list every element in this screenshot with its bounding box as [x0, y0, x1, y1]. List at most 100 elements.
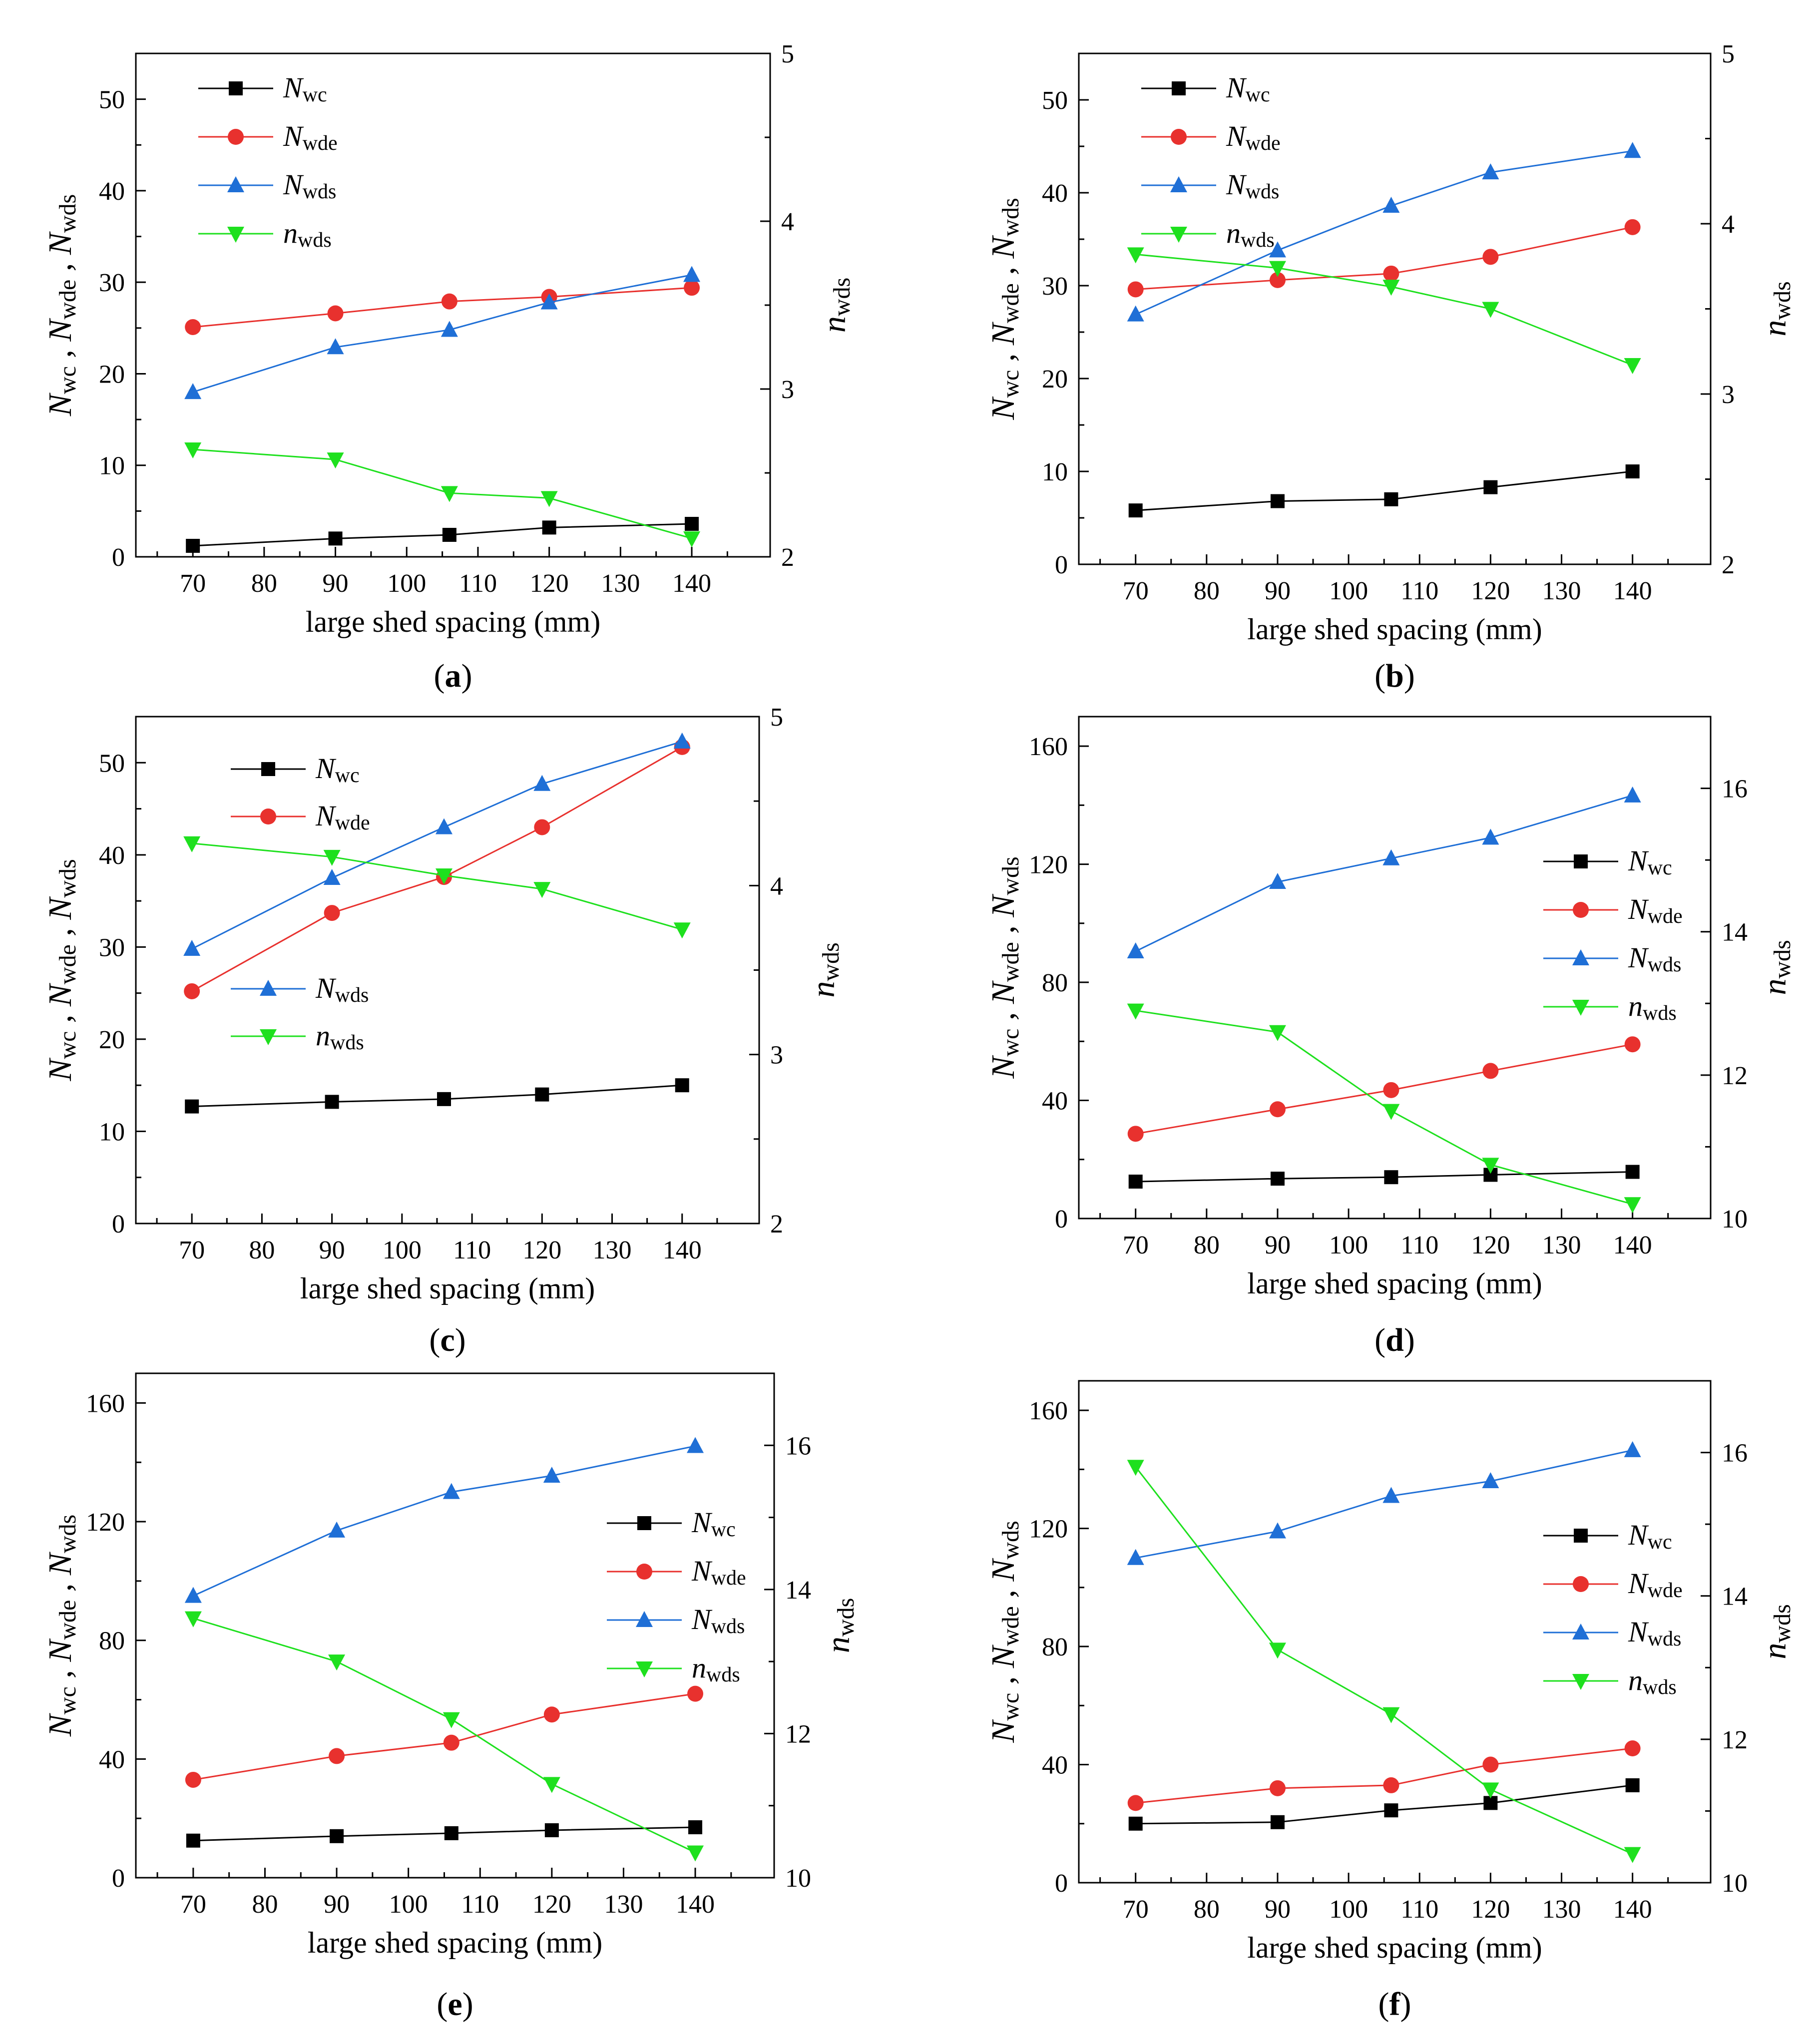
- x-tick-label: 90: [324, 1890, 350, 1919]
- series-line-nwc: [1135, 1784, 1633, 1825]
- y-right-tick-label: 5: [770, 703, 783, 732]
- y-left-axis-label: Nwc , Nwde , Nwds: [42, 859, 81, 1081]
- data-point-nwc: [544, 1823, 559, 1837]
- y-right-tick-label: 5: [1722, 40, 1735, 68]
- y-left-tick-label: 30: [1042, 272, 1068, 301]
- y-right-tick-label: 4: [781, 208, 794, 236]
- series-line-nwc: [192, 1084, 682, 1108]
- legend-label-nwds_ratio: nwds: [1226, 217, 1275, 252]
- data-point-nwds_ratio: [441, 486, 458, 502]
- data-point-nwds_ratio: [327, 452, 344, 469]
- data-point-nwds: [443, 1483, 460, 1499]
- legend-label-nwde: Nwde: [315, 800, 370, 834]
- legend-label-nwc: Nwc: [1226, 71, 1270, 106]
- legend-label-nwc: Nwc: [1628, 1519, 1672, 1554]
- series-nwc: [1128, 464, 1640, 518]
- y-left-tick-label: 120: [1029, 1515, 1068, 1544]
- y-right-tick-label: 14: [1722, 918, 1748, 947]
- x-tick-label: 70: [180, 569, 206, 598]
- y-left-tick-label: 40: [99, 177, 125, 206]
- y-right-tick-label: 12: [785, 1720, 811, 1748]
- series-nwds_ratio: [1127, 247, 1641, 375]
- data-point-nwds: [1482, 163, 1499, 180]
- data-point-nwds: [1382, 1487, 1400, 1503]
- data-point-nwds_ratio: [1269, 1025, 1286, 1041]
- data-point-nwds_ratio: [1382, 1707, 1400, 1723]
- data-point-nwds_ratio: [184, 442, 202, 458]
- legend-marker-nwde: [1171, 129, 1187, 145]
- legend-item-nwds_ratio: nwds: [607, 1651, 740, 1686]
- data-point-nwde: [1383, 1777, 1399, 1793]
- x-tick-label: 70: [1123, 1231, 1149, 1259]
- y-right-tick-label: 4: [770, 872, 783, 900]
- legend-marker-nwde: [228, 129, 244, 145]
- legend-label-nwds: Nwds: [691, 1603, 745, 1638]
- legend-label-nwds: Nwds: [283, 168, 336, 203]
- legend-marker-nwds_ratio: [636, 1661, 653, 1677]
- x-tick-label: 70: [180, 1890, 206, 1919]
- x-tick-label: 130: [604, 1890, 643, 1919]
- legend-marker-nwc: [1172, 81, 1186, 95]
- data-point-nwde: [329, 1748, 345, 1764]
- legend-item-nwde: Nwde: [607, 1555, 746, 1590]
- data-point-nwds_ratio: [1624, 358, 1641, 375]
- legend-item-nwde: Nwde: [231, 800, 370, 834]
- y-right-tick-label: 10: [1722, 1869, 1748, 1898]
- data-point-nwde: [687, 1685, 704, 1702]
- y-left-tick-label: 20: [99, 1026, 125, 1054]
- y-right-tick-label: 5: [781, 40, 794, 68]
- x-tick-label: 110: [461, 1890, 499, 1919]
- legend-marker-nwde: [260, 809, 276, 824]
- series-nwc: [186, 1820, 703, 1848]
- x-tick-label: 100: [383, 1236, 422, 1264]
- x-axis-label: large shed spacing (mm): [1247, 1931, 1542, 1964]
- data-point-nwde: [1482, 1063, 1499, 1079]
- data-point-nwc: [1384, 1803, 1398, 1818]
- legend-label-nwds_ratio: nwds: [283, 217, 332, 252]
- data-point-nwc: [542, 520, 556, 535]
- plot-frame: [1078, 716, 1712, 1220]
- legend-item-nwde: Nwde: [1543, 1567, 1683, 1602]
- legend-label-nwc: Nwc: [1628, 844, 1672, 879]
- series-nwc: [1128, 1778, 1640, 1831]
- data-point-nwds_ratio: [1482, 302, 1499, 318]
- x-tick-label: 110: [1400, 1895, 1438, 1924]
- legend-label-nwc: Nwc: [315, 752, 360, 787]
- x-axis-label: large shed spacing (mm): [300, 1272, 595, 1305]
- y-right-tick-label: 14: [1722, 1583, 1748, 1611]
- x-tick-label: 140: [1613, 1231, 1652, 1259]
- legend-item-nwds: Nwds: [231, 972, 369, 1007]
- legend-item-nwds: Nwds: [198, 168, 336, 203]
- series-nwds: [1127, 142, 1641, 322]
- data-point-nwds: [1382, 849, 1400, 865]
- x-tick-label: 100: [387, 569, 426, 598]
- legend-marker-nwds_ratio: [1572, 1674, 1589, 1690]
- y-left-tick-label: 40: [99, 1745, 125, 1774]
- x-tick-label: 130: [1542, 1231, 1581, 1259]
- legend-marker-nwds_ratio: [227, 227, 244, 243]
- x-tick-label: 80: [1194, 1895, 1220, 1924]
- data-point-nwds: [327, 338, 344, 355]
- y-left-axis-label: Nwc , Nwde , Nwds: [42, 1515, 81, 1737]
- x-tick-label: 100: [1329, 1895, 1368, 1924]
- y-left-tick-label: 0: [112, 1210, 125, 1238]
- x-tick-label: 80: [252, 1890, 278, 1919]
- legend: Nwc Nwde Nwds nwds: [1141, 71, 1281, 252]
- data-point-nwc: [675, 1078, 689, 1093]
- panel-a: 70 80 90 100 110 120 130 140 0 10 20 30 40 50 2 3 4 5 larg…: [42, 40, 855, 694]
- x-tick-label: 100: [1329, 1231, 1368, 1259]
- legend-marker-nwc: [261, 762, 275, 776]
- data-point-nwc: [1270, 494, 1285, 508]
- panel-b: 70 80 90 100 110 120 130 140 0 10 20 30 40 50 2 3 4 5 larg…: [985, 40, 1796, 694]
- legend-label-nwde: Nwde: [1226, 120, 1281, 155]
- data-point-nwde: [1269, 1101, 1286, 1118]
- legend-label-nwds: Nwds: [315, 972, 369, 1007]
- legend-item-nwds: Nwds: [1543, 1616, 1681, 1650]
- legend: Nwc Nwde Nwds nwds: [231, 752, 370, 1054]
- legend-label-nwc: Nwc: [283, 71, 327, 106]
- y-left-tick-label: 80: [1042, 969, 1068, 997]
- data-point-nwds: [1269, 241, 1286, 258]
- legend-label-nwds: Nwds: [1628, 941, 1681, 976]
- x-tick-label: 120: [532, 1890, 571, 1919]
